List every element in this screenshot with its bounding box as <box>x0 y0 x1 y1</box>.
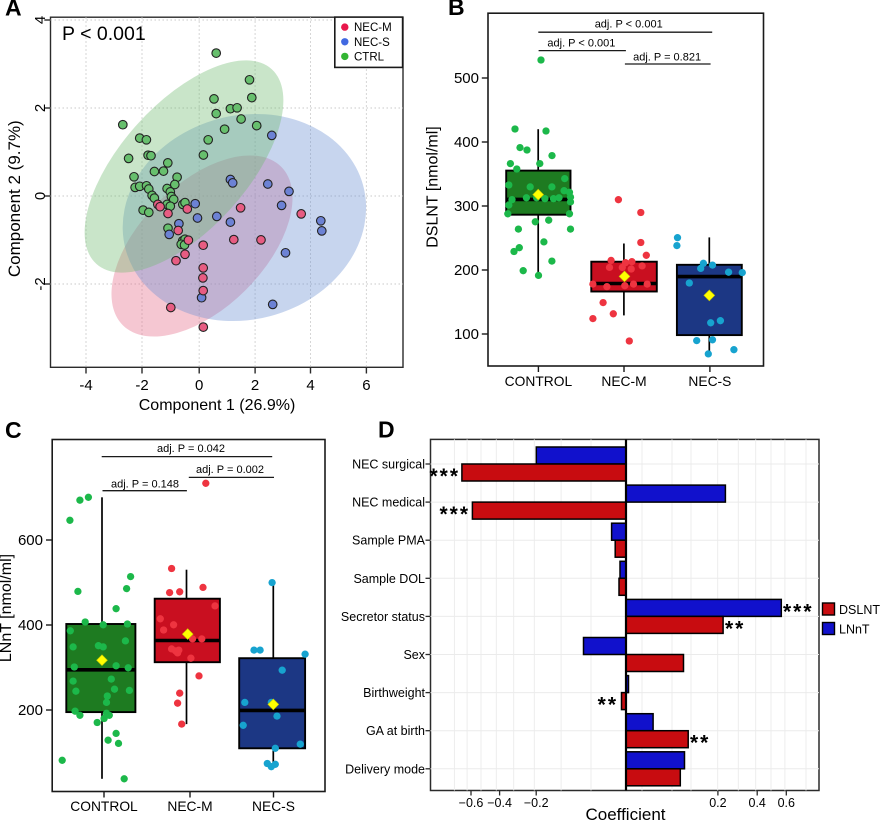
svg-text:Component 2 (9.7%): Component 2 (9.7%) <box>5 120 24 277</box>
svg-text:**: ** <box>598 694 618 717</box>
svg-text:400: 400 <box>454 134 479 151</box>
svg-text:adj. P = 0.002: adj. P = 0.002 <box>196 464 264 476</box>
svg-text:***: *** <box>783 600 814 623</box>
svg-text:NEC medical: NEC medical <box>352 496 425 510</box>
svg-text:0.6: 0.6 <box>778 796 795 810</box>
svg-text:DSLNT [nmol/ml]: DSLNT [nmol/ml] <box>425 126 442 248</box>
svg-text:600: 600 <box>18 532 43 549</box>
svg-text:P < 0.001: P < 0.001 <box>62 23 146 45</box>
svg-text:Secretor status: Secretor status <box>341 610 425 624</box>
svg-text:LNnT [nmol/ml]: LNnT [nmol/ml] <box>0 554 15 662</box>
svg-text:-4: -4 <box>79 377 92 394</box>
svg-text:CTRL: CTRL <box>354 51 385 63</box>
svg-text:6: 6 <box>362 377 370 394</box>
svg-text:200: 200 <box>454 262 479 279</box>
svg-text:B: B <box>448 0 465 20</box>
svg-text:0: 0 <box>32 192 49 200</box>
svg-text:adj. P < 0.001: adj. P < 0.001 <box>595 19 663 31</box>
svg-text:***: *** <box>439 503 470 526</box>
svg-text:2: 2 <box>251 377 259 394</box>
svg-text:4: 4 <box>306 377 314 394</box>
svg-text:**: ** <box>690 732 710 755</box>
svg-text:NEC-M: NEC-M <box>167 799 212 814</box>
svg-text:CONTROL: CONTROL <box>70 799 138 814</box>
svg-text:Coefficient: Coefficient <box>585 805 665 821</box>
svg-text:***: *** <box>429 465 460 488</box>
svg-text:adj. P < 0.001: adj. P < 0.001 <box>547 38 615 50</box>
svg-text:0: 0 <box>195 377 203 394</box>
svg-text:2: 2 <box>32 104 49 112</box>
svg-text:Delivery mode: Delivery mode <box>345 762 425 776</box>
svg-text:NEC-S: NEC-S <box>688 374 731 389</box>
svg-text:-2: -2 <box>135 377 148 394</box>
svg-text:NEC-M: NEC-M <box>354 22 392 34</box>
svg-text:Sample DOL: Sample DOL <box>353 572 425 586</box>
svg-text:CONTROL: CONTROL <box>505 374 573 389</box>
svg-text:200: 200 <box>18 702 43 719</box>
svg-text:−0.4: −0.4 <box>487 796 512 810</box>
svg-text:Component 1 (26.9%): Component 1 (26.9%) <box>139 397 296 414</box>
svg-text:Sample PMA: Sample PMA <box>352 534 426 548</box>
svg-text:NEC-M: NEC-M <box>601 374 646 389</box>
svg-text:DSLNT: DSLNT <box>839 603 880 617</box>
svg-text:NEC surgical: NEC surgical <box>352 458 425 472</box>
svg-text:Sex: Sex <box>403 648 425 662</box>
svg-text:NEC-S: NEC-S <box>252 799 295 814</box>
svg-text:LNnT: LNnT <box>839 623 870 637</box>
svg-text:C: C <box>5 417 22 443</box>
svg-text:−0.2: −0.2 <box>524 796 549 810</box>
svg-text:400: 400 <box>18 617 43 634</box>
svg-text:0.2: 0.2 <box>709 796 726 810</box>
svg-text:300: 300 <box>454 198 479 215</box>
svg-text:100: 100 <box>454 326 479 343</box>
svg-text:0.4: 0.4 <box>749 796 766 810</box>
svg-text:A: A <box>5 0 22 21</box>
svg-text:adj. P = 0.042: adj. P = 0.042 <box>157 443 225 455</box>
svg-text:GA at birth: GA at birth <box>366 724 425 738</box>
svg-text:D: D <box>378 417 395 443</box>
svg-text:500: 500 <box>454 70 479 87</box>
svg-text:-2: -2 <box>32 277 49 290</box>
svg-text:**: ** <box>725 617 745 640</box>
svg-text:4: 4 <box>32 16 49 24</box>
svg-text:adj. P = 0.821: adj. P = 0.821 <box>633 52 701 64</box>
svg-text:−0.6: −0.6 <box>459 796 484 810</box>
svg-text:adj. P = 0.148: adj. P = 0.148 <box>111 478 179 490</box>
svg-text:Birthweight: Birthweight <box>363 686 425 700</box>
svg-text:NEC-S: NEC-S <box>354 37 390 49</box>
